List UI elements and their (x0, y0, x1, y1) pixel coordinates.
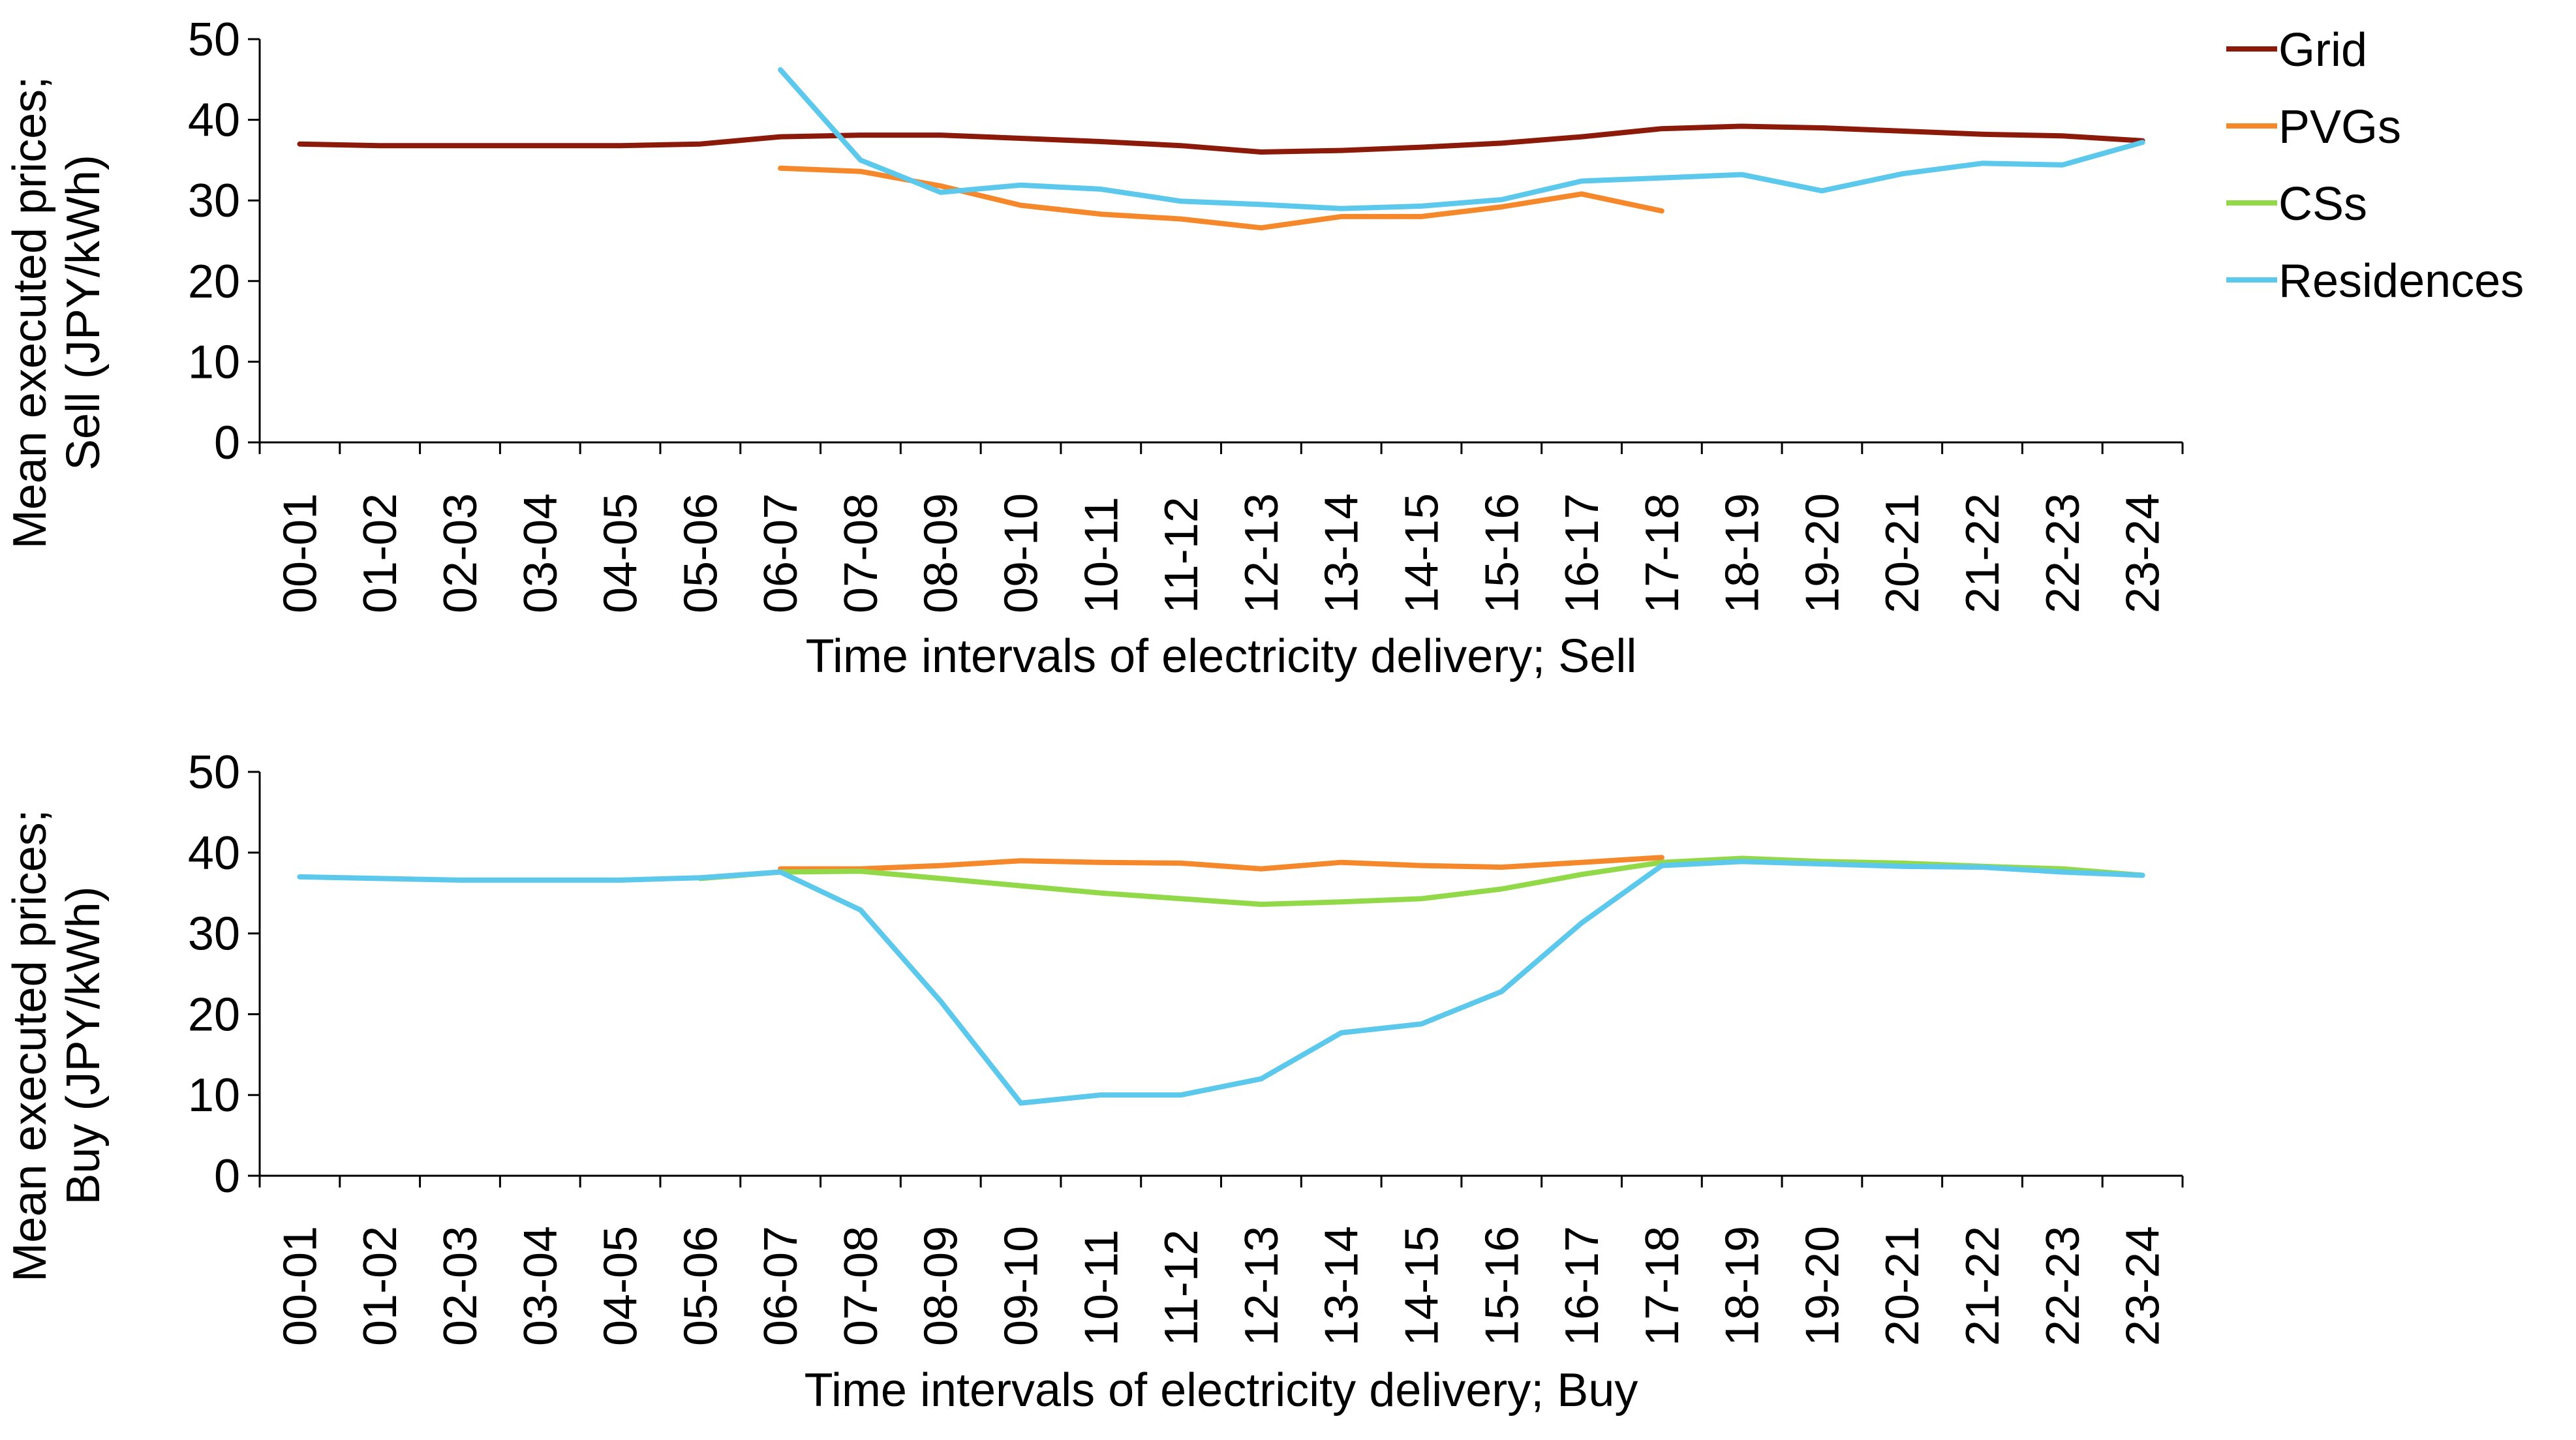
x-tick-label: 15-16 (1476, 1226, 1528, 1346)
x-tick-label: 07-08 (835, 1226, 887, 1346)
x-tick-label: 16-17 (1556, 1226, 1608, 1346)
series-line-pvgs (778, 855, 1664, 872)
x-tick-label: 00-01 (274, 1226, 326, 1346)
y-tick-label: 10 (188, 1069, 240, 1122)
y-tick-label: 0 (214, 417, 240, 469)
sell-chart-panel: 0 10 20 30 40 50 00-01 01-02 02-03 03-04 04-05 05-0… (4, 14, 2184, 682)
series-line-grid (297, 123, 2145, 155)
series-line-residences (778, 67, 2145, 211)
buy-chart-panel: 0 10 20 30 40 50 00-01 01-02 02-03 03-04 04-05 05-0… (4, 746, 2184, 1417)
x-tick-label: 00-01 (274, 493, 326, 613)
x-tick-label: 22-23 (2037, 493, 2089, 613)
series-line-pvgs (778, 165, 1664, 231)
x-tick-label: 20-21 (1877, 1226, 1929, 1346)
x-tick-label: 11-12 (1156, 497, 1208, 613)
y-tick-label: 30 (188, 908, 240, 960)
x-tick-label: 06-07 (755, 493, 807, 613)
x-tick-label: 01-02 (354, 493, 406, 613)
legend-label-residences: Residences (2278, 255, 2524, 307)
x-tick-label: 18-19 (1717, 493, 1769, 613)
x-tick-label: 12-13 (1236, 1226, 1288, 1346)
x-tick-label: 21-22 (1957, 493, 2009, 613)
y-tick-label: 40 (188, 827, 240, 880)
y-tick-label: 30 (188, 175, 240, 227)
x-tick-label: 02-03 (435, 1226, 487, 1346)
x-tick-label: 04-05 (595, 493, 647, 613)
x-tick-label: 21-22 (1957, 1226, 2009, 1346)
x-tick-label: 18-19 (1717, 1226, 1769, 1346)
legend-label-css: CSs (2278, 178, 2367, 230)
x-tick-label: 03-04 (515, 1226, 567, 1346)
y-tick-label: 40 (188, 95, 240, 147)
x-tick-label: 17-18 (1636, 493, 1689, 613)
x-tick-label: 15-16 (1476, 493, 1528, 613)
x-tick-label: 06-07 (755, 1226, 807, 1346)
x-axis-title: Time intervals of electricity delivery; … (806, 630, 1637, 682)
x-tick-label: 04-05 (595, 1226, 647, 1346)
x-tick-label: 20-21 (1877, 493, 1929, 613)
x-tick-label: 14-15 (1396, 1226, 1448, 1346)
legend-label-pvgs: PVGs (2278, 101, 2401, 153)
series-line-residences (297, 859, 2145, 1106)
x-tick-label: 03-04 (515, 493, 567, 613)
x-tick-label: 05-06 (675, 493, 727, 613)
y-axis-title: Mean executed prices; (4, 76, 56, 549)
x-tick-label: 07-08 (835, 493, 887, 613)
y-tick-label: 20 (188, 988, 240, 1041)
y-tick-label: 20 (188, 256, 240, 308)
y-axis-title: Buy (JPY/kWh) (57, 886, 110, 1204)
x-tick-label: 17-18 (1636, 1226, 1689, 1346)
x-tick-label: 16-17 (1556, 493, 1608, 613)
x-tick-label: 19-20 (1796, 1226, 1848, 1346)
x-tick-label: 13-14 (1316, 1226, 1368, 1346)
x-tick-label: 09-10 (996, 493, 1048, 613)
x-tick-label: 13-14 (1316, 493, 1368, 613)
y-tick-label: 50 (188, 746, 240, 799)
x-tick-label: 23-24 (2117, 493, 2170, 613)
y-tick-label: 0 (214, 1150, 240, 1203)
y-tick-label: 10 (188, 336, 240, 388)
x-tick-label: 23-24 (2117, 1226, 2170, 1346)
x-tick-label: 01-02 (354, 1226, 406, 1346)
x-tick-label: 02-03 (435, 493, 487, 613)
x-tick-label: 09-10 (996, 1226, 1048, 1346)
x-tick-label: 10-11 (1075, 497, 1127, 613)
x-tick-label: 08-09 (915, 493, 968, 613)
x-tick-label: 19-20 (1796, 493, 1848, 613)
series-line-css (698, 855, 2145, 907)
x-tick-label: 10-11 (1075, 1229, 1127, 1346)
x-tick-label: 08-09 (915, 1226, 968, 1346)
legend: Grid PVGs CSs Residences (2226, 24, 2524, 307)
x-tick-label: 12-13 (1236, 493, 1288, 613)
legend-label-grid: Grid (2278, 24, 2367, 76)
y-tick-label: 50 (188, 14, 240, 66)
x-axis-title: Time intervals of electricity delivery; … (805, 1364, 1638, 1417)
x-tick-label: 22-23 (2037, 1226, 2089, 1346)
y-axis-title: Sell (JPY/kWh) (57, 155, 110, 470)
x-tick-label: 11-12 (1156, 1229, 1208, 1346)
x-tick-label: 05-06 (675, 1226, 727, 1346)
x-tick-label: 14-15 (1396, 493, 1448, 613)
y-axis-title: Mean executed prices; (4, 809, 56, 1281)
